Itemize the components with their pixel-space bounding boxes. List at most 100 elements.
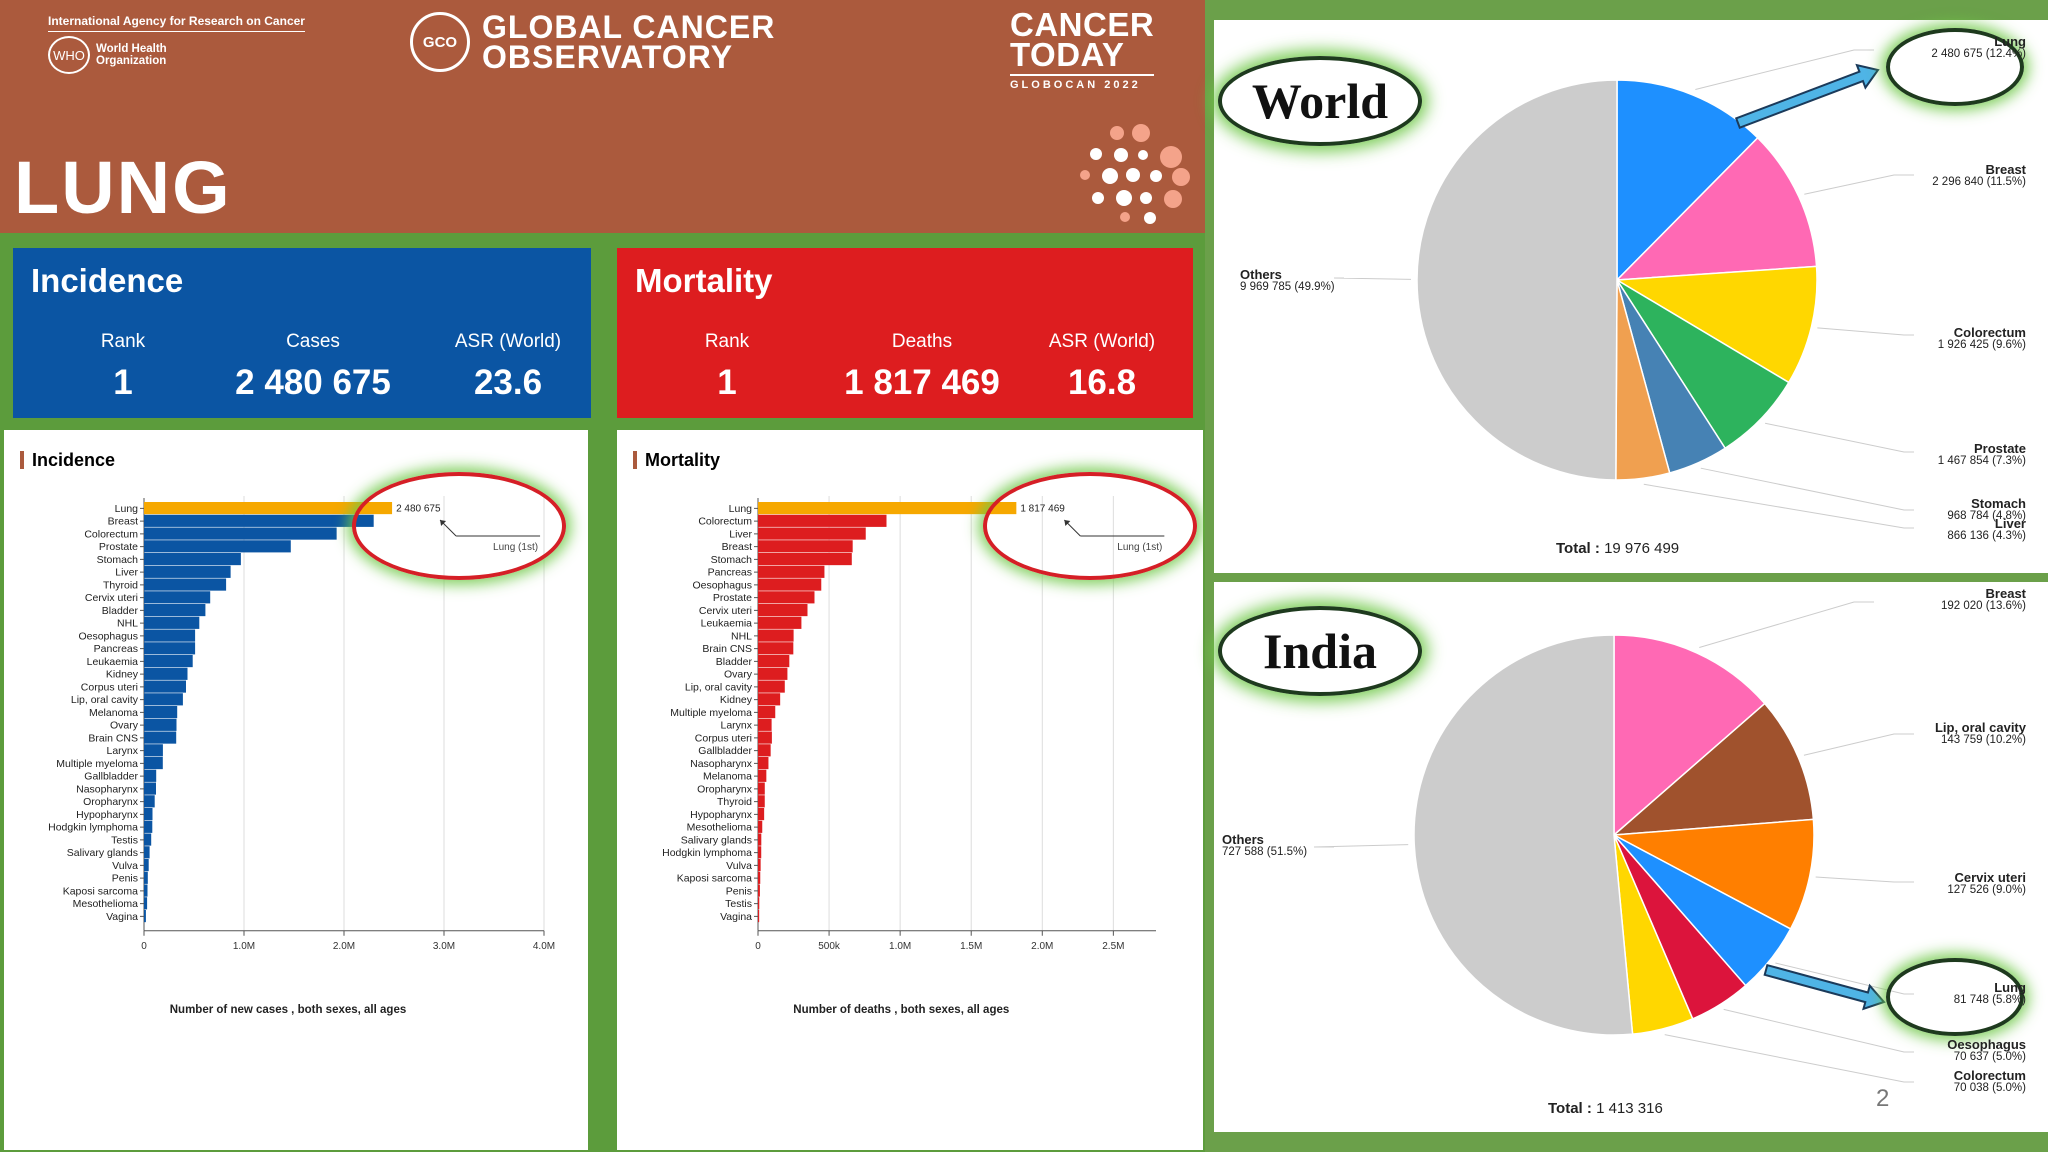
mortality-bar-liver <box>758 527 866 540</box>
observatory-line2: OBSERVATORY <box>482 39 734 75</box>
world-total-value: 19 976 499 <box>1604 540 1680 557</box>
world-others-name: Others <box>1240 267 1282 282</box>
mortality-category-label-testis: Testis <box>725 898 752 910</box>
decorative-dot <box>1102 168 1118 184</box>
incidence-asr: ASR (World) 23.6 <box>433 331 583 403</box>
mortality-bar-corpus-uteri <box>758 731 772 744</box>
world-lung-ring <box>1886 28 2024 106</box>
decorative-dot <box>1120 212 1130 222</box>
mortality-tick-label: 1.0M <box>889 941 911 952</box>
cancer-today-line2: TODAY <box>1010 36 1125 73</box>
incidence-category-label-liver: Liver <box>115 567 138 579</box>
incidence-category-label-oesophagus: Oesophagus <box>78 630 138 642</box>
incidence-bar-hypopharynx <box>144 808 153 821</box>
incidence-category-label-lip-oral-cavity: Lip, oral cavity <box>71 694 139 706</box>
incidence-bar-penis <box>144 871 148 884</box>
india-pie-chart <box>1313 601 1914 1083</box>
mortality-tick-label: 2.5M <box>1102 941 1124 952</box>
world-label-others: Others 9 969 785 (49.9%) <box>1240 267 1335 293</box>
incidence-tick-label: 4.0M <box>533 941 555 952</box>
mortality-category-label-cervix-uteri: Cervix uteri <box>699 605 752 617</box>
india-leader-lip-oral-cavity <box>1803 733 1914 756</box>
incidence-title: Incidence <box>31 262 184 299</box>
incidence-bar-testis <box>144 833 152 846</box>
incidence-category-label-lung: Lung <box>115 503 139 515</box>
agency-name: International Agency for Research on Can… <box>48 14 305 32</box>
world-pie-panel: World Lung 2 480 675 (12.4%) Breast 2 29… <box>1214 20 2048 573</box>
incidence-bar-nasopharynx <box>144 782 156 795</box>
india-lung-name: Lung <box>1994 980 2026 995</box>
world-pie-chart <box>1333 49 1914 529</box>
decorative-dot <box>1144 212 1156 224</box>
mortality-bar-kidney <box>758 693 781 706</box>
decorative-dot <box>1138 150 1148 160</box>
india-leader-breast <box>1699 601 1874 648</box>
mortality-category-label-bladder: Bladder <box>716 656 753 668</box>
mortality-deaths-label: Deaths <box>891 331 953 352</box>
mortality-bar-ovary <box>758 667 788 680</box>
incidence-tick-label: 3.0M <box>433 941 455 952</box>
incidence-bar-cervix-uteri <box>144 591 211 604</box>
world-label-colorectum: Colorectum 1 926 425 (9.6%) <box>1938 326 2026 351</box>
world-leader-prostate <box>1764 422 1914 453</box>
incidence-rank-value: 1 <box>113 363 133 402</box>
mortality-rank-value: 1 <box>717 363 737 402</box>
world-prostate-name: Prostate <box>1973 441 2026 456</box>
cancer-site-title: LUNG <box>14 146 232 229</box>
india-lip-oral-cavity-value: 143 759 (10.2%) <box>1940 734 2026 746</box>
decorative-dot <box>1110 126 1124 140</box>
incidence-rank: Rank 1 <box>63 331 183 403</box>
incidence-bar-oropharynx <box>144 795 155 808</box>
india-lip-oral-cavity-name: Lip, oral cavity <box>1934 720 2026 735</box>
incidence-category-label-salivary-glands: Salivary glands <box>67 847 138 859</box>
incidence-category-label-colorectum: Colorectum <box>84 528 138 540</box>
decorative-dot <box>1140 192 1152 204</box>
incidence-bar-vulva <box>144 859 149 872</box>
mortality-category-label-corpus-uteri: Corpus uteri <box>695 732 752 744</box>
mortality-bar-hypopharynx <box>758 808 765 821</box>
mortality-chart-title: Mortality <box>633 451 720 469</box>
world-slice-colorectum <box>1614 265 1818 384</box>
incidence-category-label-hypopharynx: Hypopharynx <box>76 809 139 821</box>
incidence-category-label-oropharynx: Oropharynx <box>83 796 139 808</box>
mortality-tick-label: 1.5M <box>960 941 982 952</box>
mortality-category-label-larynx: Larynx <box>720 720 752 732</box>
mortality-bar-melanoma <box>758 769 767 782</box>
incidence-bar-thyroid <box>144 578 227 591</box>
mortality-category-label-melanoma: Melanoma <box>703 771 752 783</box>
india-cervix-uteri-value: 127 526 (9.0%) <box>1947 884 2026 896</box>
mortality-bar-breast <box>758 540 853 553</box>
mortality-category-label-vagina: Vagina <box>720 911 752 923</box>
india-total-value: 1 413 316 <box>1596 1100 1663 1117</box>
mortality-category-label-breast: Breast <box>722 541 752 553</box>
india-breast-value: 192 020 (13.6%) <box>1940 600 2026 612</box>
decorative-dot <box>1090 148 1102 160</box>
decorative-dot <box>1132 124 1150 142</box>
who-name: World Health Organization <box>96 43 167 67</box>
incidence-bar-brain-cns <box>144 731 177 744</box>
world-title: World <box>1251 73 1389 129</box>
incidence-bar-breast <box>144 514 374 527</box>
incidence-category-label-cervix-uteri: Cervix uteri <box>85 592 138 604</box>
incidence-category-label-kaposi-sarcoma: Kaposi sarcoma <box>63 885 138 897</box>
india-leader-cervix-uteri <box>1815 876 1914 883</box>
incidence-category-label-penis: Penis <box>112 873 138 885</box>
header-banner: International Agency for Research on Can… <box>0 0 1205 233</box>
mortality-bar-mesothelioma <box>758 820 763 833</box>
cancer-today-line1: CANCER <box>1010 6 1155 43</box>
mortality-bar-oropharynx <box>758 782 765 795</box>
mortality-category-label-salivary-glands: Salivary glands <box>681 834 752 846</box>
india-slice-breast <box>1613 634 1766 837</box>
mortality-category-label-prostate: Prostate <box>713 592 752 604</box>
mortality-bar-thyroid <box>758 795 765 808</box>
india-others-name: Others <box>1222 832 1264 847</box>
india-cervix-uteri-name: Cervix uteri <box>1954 870 2026 885</box>
mortality-deaths-value: 1 817 469 <box>844 363 1000 402</box>
mortality-bar-cervix-uteri <box>758 604 808 617</box>
incidence-category-label-stomach: Stomach <box>97 554 139 566</box>
india-label-lip-oral-cavity: Lip, oral cavity 143 759 (10.2%) <box>1934 720 2026 746</box>
incidence-category-label-melanoma: Melanoma <box>89 707 138 719</box>
world-label-breast: Breast 2 296 840 (11.5%) <box>1932 163 2026 188</box>
incidence-category-label-testis: Testis <box>111 834 138 846</box>
incidence-bar-oesophagus <box>144 629 196 642</box>
